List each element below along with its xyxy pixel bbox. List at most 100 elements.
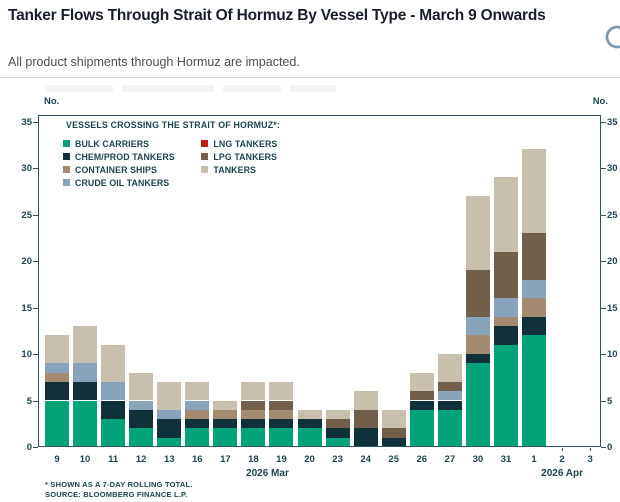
bar-segment [241,409,266,420]
y-tick-mark-right [601,400,606,402]
bar-segment [325,437,350,447]
y-tick-label: 25 [607,209,618,221]
bar-segment [101,400,126,420]
bar-segment [522,316,547,336]
bar-segment [101,381,126,401]
bar-segment [185,409,210,420]
legend-swatch [201,166,209,173]
y-tick-label: 0 [607,442,613,453]
bar-segment [73,381,98,401]
legend-swatch [63,153,70,160]
bar-segment [45,372,69,382]
bar-segment [129,400,154,410]
x-tick-label: 20 [304,454,315,465]
bar-segment [213,419,238,429]
x-tick-label: 31 [500,454,512,465]
bar-segment [409,372,434,392]
y-tick-mark-left [33,168,38,169]
bar-segment [45,335,69,364]
y-tick-mark-right [601,307,606,309]
bar-segment [269,381,294,401]
bar-segment [241,381,266,401]
y-tick-mark-right [601,261,606,262]
bar-segment [465,195,490,271]
y-tick-mark-left [33,121,38,123]
bar-segment [185,419,210,429]
bar-segment [157,409,182,420]
x-tick-label: 13 [163,454,175,465]
bar-segment [213,428,238,447]
footnote-source: SOURCE: BLOOMBERG FINANCE L.P. [45,489,188,499]
legend-item-tankers: TANKERS [201,163,280,176]
x-tick-label: 30 [472,454,484,465]
legend-swatch [63,179,70,186]
share-icon[interactable] [602,22,620,52]
bar-segment [185,381,210,401]
bar-segment [493,344,518,447]
bar-segment [493,316,518,327]
bar-segment [73,326,98,364]
y-tick-mark-left [33,261,38,262]
y-tick-label: 20 [607,256,618,267]
legend-swatch [201,153,209,160]
legend-item-lng-tankers: LNG TANKERS [201,137,280,150]
bar-segment [297,419,322,429]
bar-segment [409,409,434,447]
legend-item-label: CONTAINER SHIPS [75,164,157,175]
x-tick-label: 1 [531,454,537,465]
x-tick-label: 16 [192,454,203,465]
bar-segment [129,372,154,401]
chart-area: No. No. 0 0 5 5 10 10 15 15 20 20 25 25 30 30 35 35 9 10… [0,84,620,502]
legend-swatch [201,140,209,147]
y-tick-label: 15 [21,302,32,314]
y-axis-title-left: No. [44,96,60,107]
bar-segment [213,400,238,410]
bar-segment [269,419,294,429]
y-tick-label: 30 [607,163,618,174]
y-tick-mark-right [601,447,606,448]
bar-segment [381,437,406,447]
legend-item-label: CHEM/PROD TANKERS [75,151,175,162]
bar-segment [325,419,350,429]
bar-segment [45,400,69,447]
bar-segment [522,233,547,280]
y-tick-mark-right [601,168,606,169]
header-divider [0,77,620,78]
y-tick-label: 5 [26,395,32,407]
bar-segment [381,409,406,429]
bar-segment [269,400,294,410]
y-tick-label: 35 [607,116,618,128]
x-tick-label: 3 [587,454,593,465]
bar-segment [129,409,154,429]
bar-segment [465,354,490,364]
legend-item-label: LPG TANKERS [213,151,277,162]
legend-item-label: LNG TANKERS [213,138,278,149]
x-tick-mark [562,448,564,451]
bar-segment [241,428,266,447]
bar-segment [409,400,434,410]
y-tick-mark-left [33,354,38,355]
y-tick-mark-right [601,214,606,216]
y-tick-mark-left [33,447,38,448]
bar-segment [493,251,518,299]
legend: VESSELS CROSSING THE STRAIT OF HORMUZ*: … [63,120,280,189]
legend-item-bulk-carriers: BULK CARRIERS [63,137,177,150]
x-tick-label: 11 [108,454,119,465]
bar-segment [353,409,378,429]
y-tick-mark-right [601,121,606,123]
bar-segment [409,391,434,401]
bar-segment [465,316,490,336]
faded-text-row [45,85,336,92]
y-tick-mark-right [601,354,606,355]
bar-segment [325,428,350,438]
x-tick-label: 17 [220,454,231,465]
y-tick-label: 30 [21,163,32,174]
x-tick-label: 9 [54,454,60,465]
y-tick-label: 0 [26,442,32,453]
bar-segment [129,428,154,447]
x-axis-month-label: 2026 Apr [541,468,584,479]
x-tick-label: 26 [416,454,428,465]
legend-swatch [63,140,70,147]
bar-segment [522,279,547,299]
